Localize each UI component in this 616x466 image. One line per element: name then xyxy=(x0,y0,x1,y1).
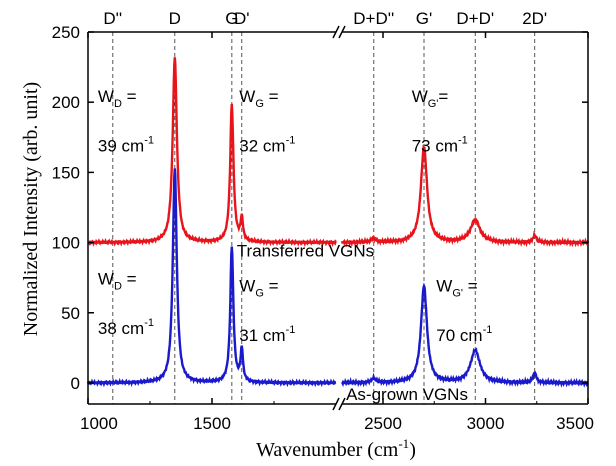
annotation: 70 cm-1 xyxy=(436,324,492,345)
annotation: WG = xyxy=(239,87,278,110)
peak-label: G xyxy=(225,9,238,28)
x-tick-label: 3000 xyxy=(467,414,505,433)
y-tick-label: 200 xyxy=(52,93,80,112)
peak-label: G' xyxy=(416,9,432,28)
series-line xyxy=(340,282,589,388)
annotation: 31 cm-1 xyxy=(239,324,295,345)
series-line xyxy=(86,168,337,388)
axis-ticks: 0 50 100 150 200 250 1000 1500 2500 3000 3500 xyxy=(52,23,594,433)
y-axis-title: Normalized Intensity (arb. unit) xyxy=(20,82,42,336)
x-tick-label: 1500 xyxy=(193,414,231,433)
annotation: WG = xyxy=(239,277,278,300)
peak-label: D xyxy=(169,9,181,28)
axis-break-mark xyxy=(332,25,340,39)
annotation: Transferred VGNs xyxy=(237,242,374,261)
annotation: WG'= xyxy=(412,87,449,110)
y-tick-label: 50 xyxy=(61,304,80,323)
y-tick-label: 150 xyxy=(52,163,80,182)
x-tick-label: 3500 xyxy=(556,414,594,433)
spectra-series xyxy=(86,57,590,388)
x-axis-title: Wavenumber (cm-1) xyxy=(256,436,416,461)
plot-frame xyxy=(87,25,589,411)
peak-label: 2D' xyxy=(522,9,547,28)
annotation: WD = xyxy=(98,270,137,293)
x-tick-label: 1000 xyxy=(80,414,118,433)
y-tick-label: 250 xyxy=(52,23,80,42)
annotation: 39 cm-1 xyxy=(98,134,154,155)
peak-label: D' xyxy=(234,9,250,28)
axis-break-mark xyxy=(338,25,346,39)
series-line xyxy=(340,144,590,248)
annotation: 73 cm-1 xyxy=(412,134,468,155)
annotation: WD = xyxy=(98,87,137,110)
peak-labels: D'' D GD' D+D'' G' D+D' 2D' xyxy=(103,9,547,28)
y-tick-label: 0 xyxy=(71,374,80,393)
annotations: WD = 39 cm-1 WG = 32 cm-1 WG'= 73 cm-1 Transfe… xyxy=(98,87,492,404)
peak-label: D+D' xyxy=(456,9,494,28)
annotation: 32 cm-1 xyxy=(239,134,295,155)
x-tick-label: 2500 xyxy=(364,414,402,433)
series-line xyxy=(87,57,337,248)
axis-break-mark xyxy=(332,397,340,411)
annotation: WG' = xyxy=(436,277,477,300)
y-tick-label: 100 xyxy=(52,234,80,253)
annotation: 38 cm-1 xyxy=(98,317,154,338)
annotation: As-grown VGNs xyxy=(346,385,468,404)
peak-label: D+D'' xyxy=(353,9,394,28)
peak-label: D'' xyxy=(103,9,122,28)
axis-break-mark xyxy=(338,397,346,411)
